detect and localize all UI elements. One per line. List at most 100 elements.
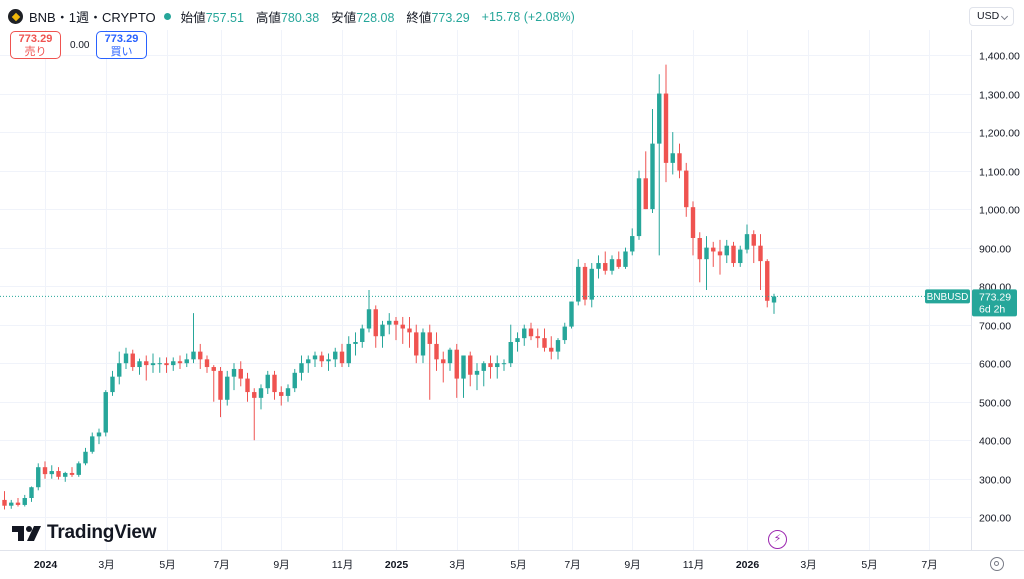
candle-body — [407, 328, 412, 333]
candle-body — [63, 472, 68, 477]
time-axis[interactable]: 2024 3月 5月 7月 9月 11月 2025 3月 5月 7月 9月 11月 2026 3月 5月 7月 — [34, 559, 938, 571]
candle-down — [528, 322, 534, 341]
flash-icon[interactable]: ⚡ — [768, 530, 787, 549]
candle-body — [461, 355, 466, 379]
candle-body — [441, 359, 446, 364]
candle-body — [731, 245, 736, 264]
candle-down — [144, 355, 149, 381]
candle-up — [157, 357, 162, 373]
candle-body — [29, 487, 34, 498]
candle-down — [393, 316, 399, 341]
candle-up — [346, 336, 351, 368]
last-price-value: 773.29 — [979, 291, 1011, 303]
candle-body — [542, 338, 547, 348]
symbol-title[interactable]: BNB・1週・CRYPTO — [29, 10, 156, 25]
candle-up — [380, 320, 385, 348]
candle-body — [414, 332, 419, 356]
candle-down — [414, 324, 419, 364]
candle-up — [650, 108, 655, 213]
buy-button[interactable]: 773.29 買い — [96, 31, 147, 59]
candle-down — [751, 230, 756, 264]
candle-down — [42, 461, 48, 479]
candle-up — [103, 390, 108, 437]
candle-up — [63, 471, 68, 482]
candle-up — [495, 355, 500, 379]
candle-up — [299, 355, 304, 381]
candle-body — [90, 436, 95, 452]
candle-body — [434, 343, 439, 360]
candle-body — [744, 234, 750, 250]
candle-body — [447, 349, 453, 364]
candle-up — [447, 347, 453, 371]
time-tick-label: 5月 — [159, 559, 175, 571]
candle-up — [387, 313, 392, 335]
candle-body — [218, 370, 223, 400]
candle-body — [501, 363, 507, 365]
candle-body — [623, 251, 628, 267]
candle-body — [454, 349, 459, 379]
candle-down — [204, 355, 210, 373]
candle-body — [123, 353, 129, 364]
candle-down — [441, 351, 446, 383]
price-tick-label: 900.00 — [979, 244, 1011, 256]
candle-body — [400, 324, 405, 329]
candle-body — [238, 368, 243, 379]
candle-body — [83, 451, 88, 464]
price-axis[interactable]: 200.00300.00400.00500.00600.00700.00800.… — [979, 51, 1020, 525]
open-label: 始値 — [180, 11, 206, 25]
candle-up — [481, 361, 486, 387]
candle-up — [515, 332, 520, 352]
time-tick-label: 11月 — [332, 559, 353, 571]
candle-up — [771, 293, 777, 314]
symbol-header: BNB・1週・CRYPTO 始値757.51 高値780.38 安値728.08… — [8, 7, 575, 26]
candle-body — [562, 326, 567, 341]
buy-price: 773.29 — [104, 33, 139, 45]
last-price-labels: BNBUSD 773.29 6d 2h — [925, 289, 1017, 317]
candle-up — [630, 228, 635, 256]
candle-body — [508, 342, 513, 364]
candle-body — [326, 359, 331, 362]
candle-body — [711, 247, 716, 252]
candle-body — [427, 332, 432, 344]
candle-body — [663, 93, 669, 163]
tradingview-wordmark: TradingView — [47, 522, 157, 543]
candle-body — [2, 499, 7, 506]
candle-body — [164, 363, 169, 366]
price-tick-label: 700.00 — [979, 321, 1011, 333]
open-value: 757.51 — [205, 11, 244, 25]
candle-body — [144, 361, 149, 366]
candle-body — [56, 471, 61, 477]
candle-down — [765, 259, 770, 308]
candle-body — [684, 170, 689, 208]
candle-body — [596, 263, 601, 269]
symbol-tag — [925, 289, 970, 304]
candle-down — [319, 351, 324, 368]
candle-body — [312, 355, 318, 360]
candle-body — [69, 472, 75, 475]
candle-body — [211, 367, 216, 371]
candle-up — [738, 245, 743, 267]
gear-icon[interactable] — [990, 557, 1004, 571]
currency-selector[interactable]: USD — [969, 7, 1014, 26]
candle-up — [326, 353, 331, 371]
candle-body — [252, 392, 257, 398]
candle-body — [265, 374, 270, 389]
candle-body — [130, 353, 135, 368]
sell-button[interactable]: 773.29 売り — [10, 31, 61, 59]
candle-body — [582, 266, 588, 300]
candle-body — [258, 388, 264, 398]
symbol-tag-label: BNBUSD — [927, 292, 969, 303]
candle-body — [670, 153, 675, 163]
candle-body — [380, 324, 385, 337]
candle-up — [306, 355, 311, 373]
candle-up — [366, 290, 372, 333]
low-value: 728.08 — [356, 11, 395, 25]
time-tick-label: 7月 — [564, 559, 580, 571]
candle-down — [549, 336, 554, 360]
candle-body — [285, 388, 291, 396]
candle-up — [569, 301, 574, 329]
candle-up — [123, 347, 129, 369]
candle-down — [582, 263, 588, 306]
candle-down — [542, 328, 547, 352]
